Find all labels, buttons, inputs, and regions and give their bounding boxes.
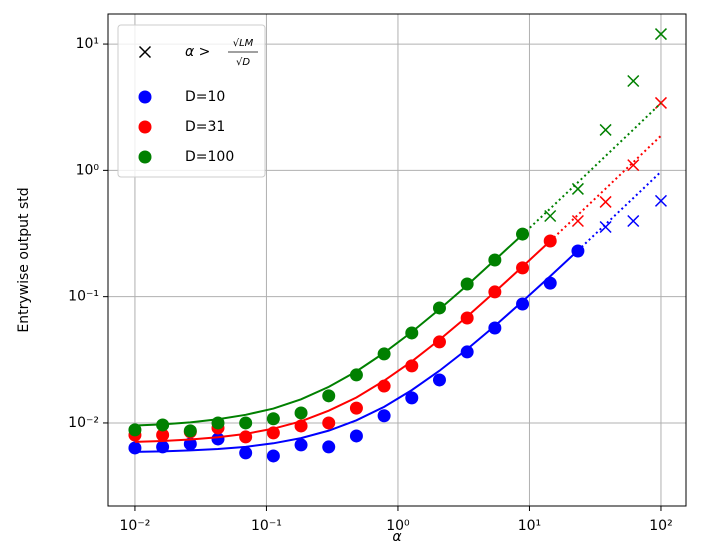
dot — [156, 418, 170, 432]
dot — [156, 440, 170, 454]
x-tick-label: 10⁰ — [386, 518, 410, 534]
cross-marker — [654, 28, 668, 41]
legend-dot — [138, 150, 152, 164]
dot — [349, 401, 363, 415]
cross-marker — [544, 209, 557, 223]
dot — [488, 285, 502, 299]
cross-marker — [571, 182, 584, 195]
dot — [349, 368, 363, 382]
x-tick-label: 10¹ — [518, 518, 541, 534]
dot — [405, 391, 419, 405]
dot — [128, 441, 142, 455]
dot — [432, 373, 446, 387]
dot — [432, 335, 446, 349]
cross-marker — [599, 195, 612, 208]
cross-marker — [599, 123, 612, 136]
y-tick-label: 10⁰ — [76, 162, 100, 178]
fit-line — [577, 170, 662, 252]
dot — [516, 261, 530, 275]
legend-box — [117, 24, 266, 178]
x-tick-label: 10² — [649, 518, 672, 534]
dot — [543, 276, 557, 290]
cross-marker — [571, 215, 584, 228]
cross-marker — [627, 74, 640, 88]
dot — [377, 347, 391, 361]
legend-label: D=10 — [185, 89, 225, 105]
legend-dot — [138, 120, 152, 134]
dot — [294, 438, 308, 452]
plot-frame — [107, 13, 687, 507]
legend-label: D=100 — [185, 149, 234, 165]
dot — [239, 430, 253, 444]
fit-line — [134, 240, 551, 443]
dot — [460, 345, 474, 359]
dot — [349, 429, 363, 443]
cross-marker — [654, 194, 668, 207]
fit-line — [549, 135, 662, 242]
fit-line — [521, 102, 662, 236]
x-tick-label: 10⁻¹ — [251, 518, 282, 534]
legend-numerator: √LM — [233, 38, 254, 49]
dot — [377, 379, 391, 393]
dot — [294, 406, 308, 420]
dot — [488, 253, 502, 267]
dot — [543, 234, 557, 248]
y-tick-label: 10⁻² — [68, 415, 99, 431]
dot — [571, 244, 585, 258]
dot — [183, 424, 197, 438]
dot — [405, 326, 419, 340]
y-axis-label: Entrywise output std — [16, 187, 32, 332]
dot — [239, 416, 253, 430]
x-tick-label: 10⁻² — [120, 518, 151, 534]
dot — [460, 277, 474, 291]
dot — [516, 297, 530, 311]
legend-label: D=31 — [185, 119, 225, 135]
dot — [516, 227, 530, 241]
dot — [488, 321, 502, 335]
dot — [156, 428, 170, 442]
dot — [211, 432, 225, 446]
legend-denominator: √D — [236, 57, 250, 68]
dot — [377, 409, 391, 423]
legend-cross — [138, 45, 152, 59]
fit-line — [134, 249, 579, 453]
dot — [432, 301, 446, 315]
cross-marker — [627, 215, 640, 228]
dot — [266, 449, 280, 463]
fit-line — [134, 233, 524, 427]
dot — [211, 416, 225, 430]
dot — [322, 440, 336, 454]
legend-dot — [138, 90, 152, 104]
cross-marker — [627, 159, 640, 172]
dot — [322, 389, 336, 403]
dot — [128, 423, 142, 437]
dot — [460, 311, 474, 325]
dot — [266, 412, 280, 426]
dot — [294, 419, 308, 433]
legend-label: α > — [185, 44, 210, 60]
dot — [266, 426, 280, 440]
y-tick-label: 10¹ — [76, 36, 99, 52]
dot — [322, 416, 336, 430]
cross-marker — [599, 220, 612, 234]
dot — [239, 446, 253, 460]
y-tick-label: 10⁻¹ — [68, 289, 99, 305]
dot — [405, 359, 419, 373]
x-axis-label: α — [392, 529, 402, 545]
